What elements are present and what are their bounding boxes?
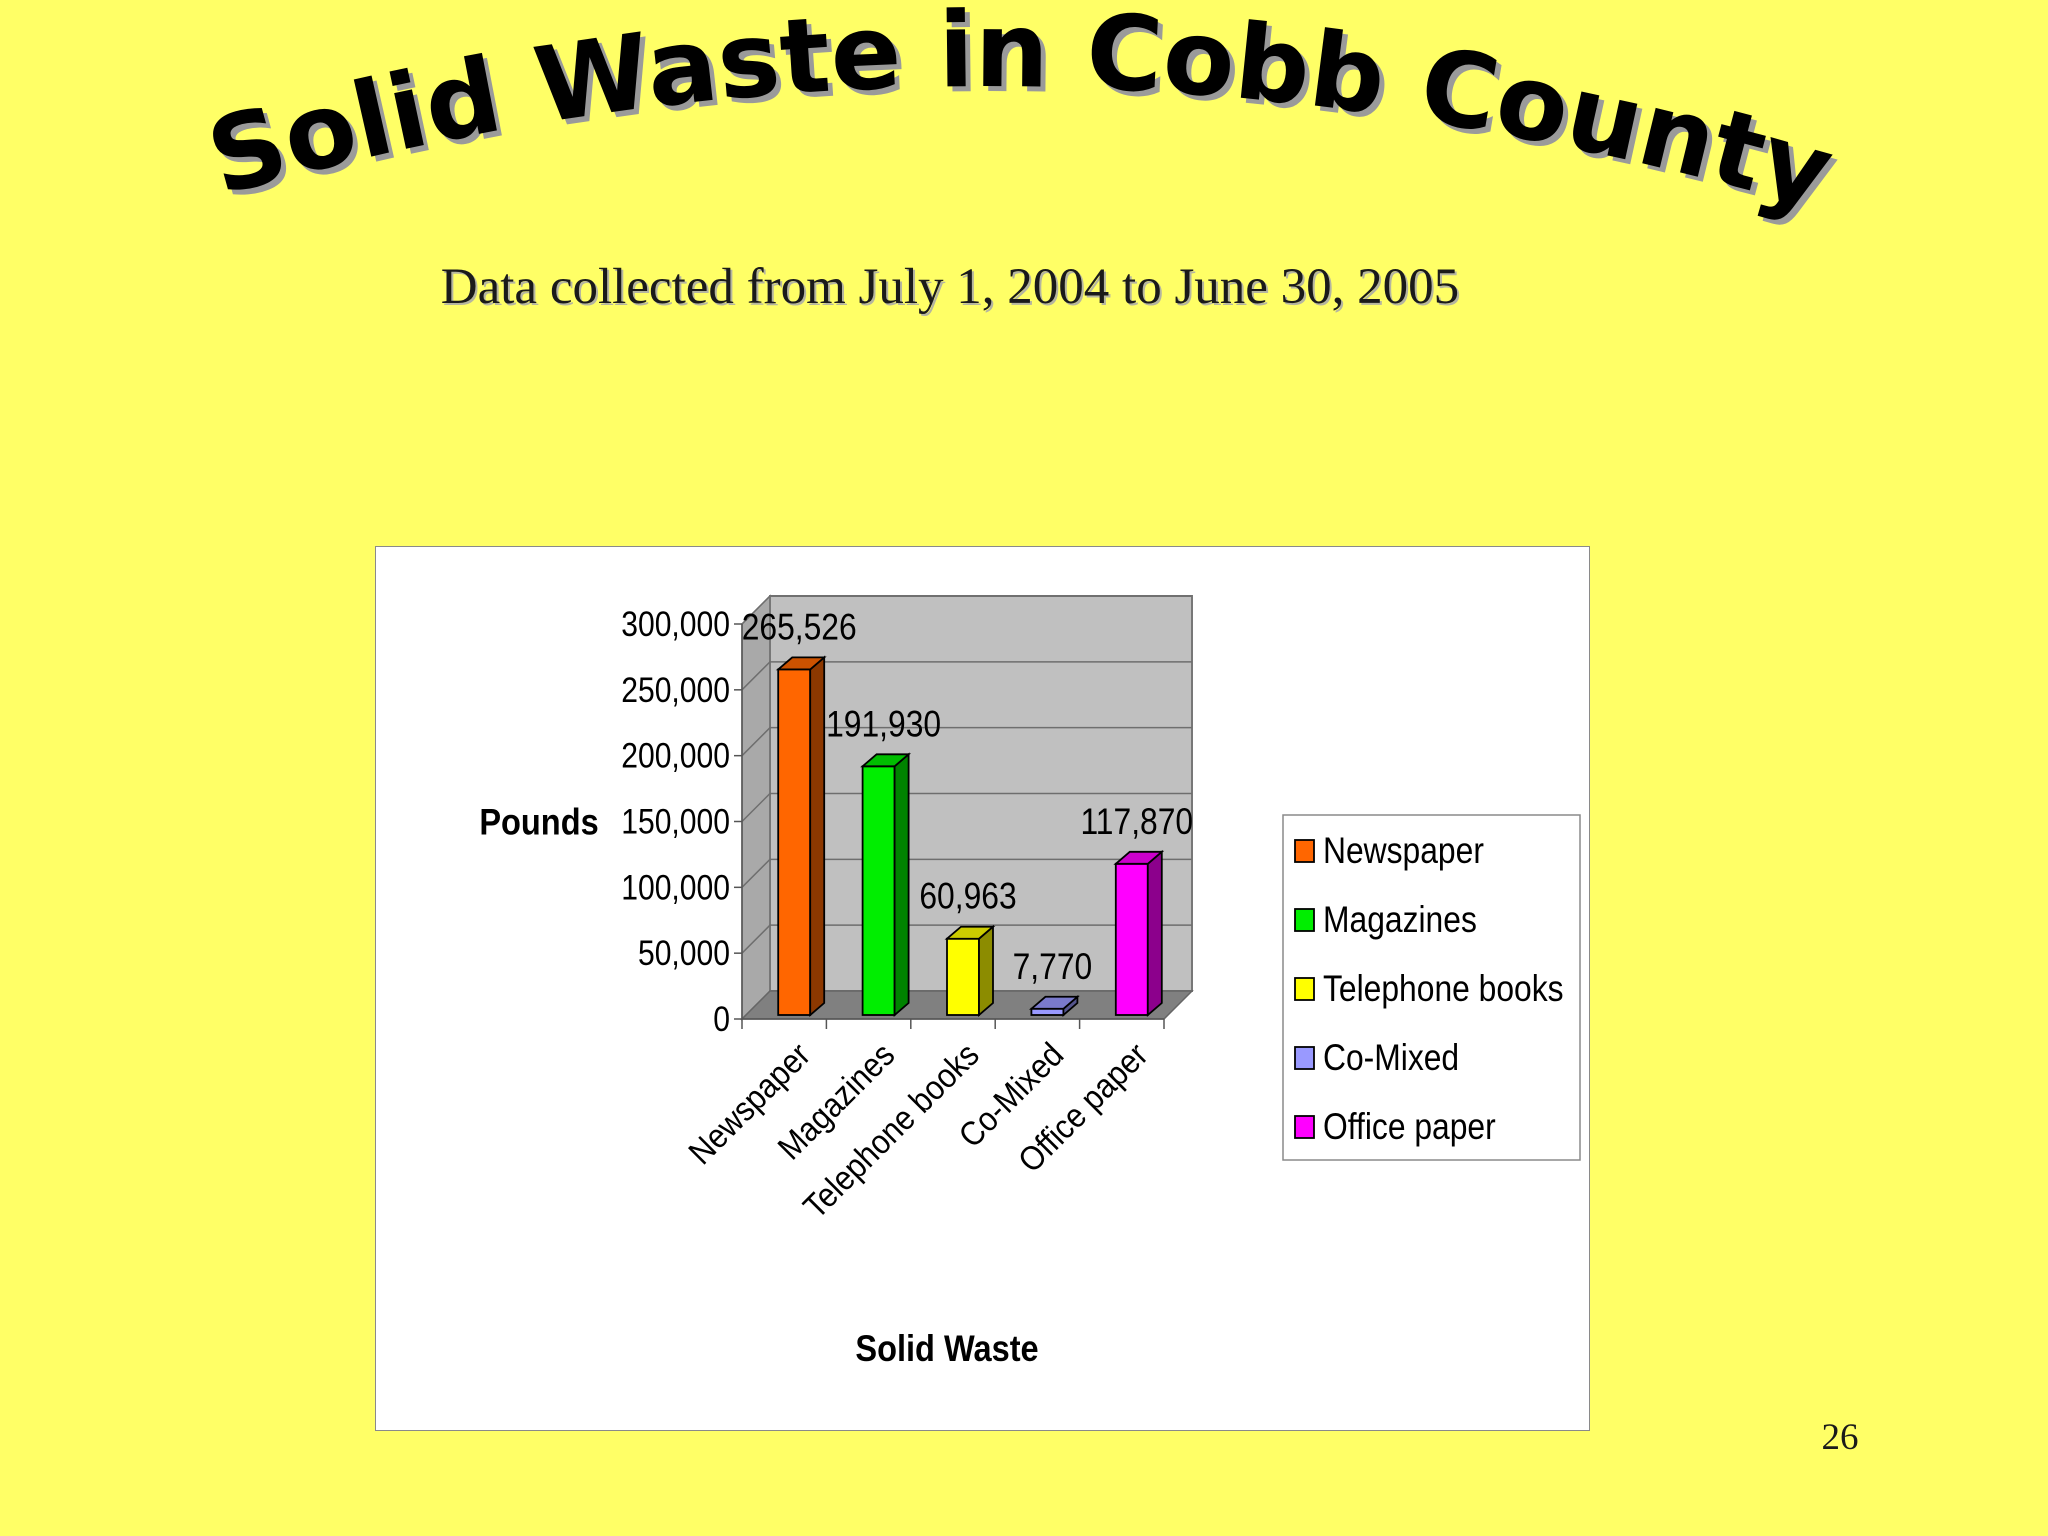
legend-swatch: [1294, 1115, 1315, 1139]
legend-label: Co-Mixed: [1323, 1038, 1459, 1079]
gridline: [741, 726, 1192, 757]
y-tick-label: 150,000: [621, 801, 730, 841]
y-tick-label: 200,000: [621, 735, 730, 775]
y-tick-label: 100,000: [621, 867, 730, 907]
legend-label: Magazines: [1323, 900, 1477, 941]
slide-number: 26: [1821, 1417, 1859, 1458]
legend-box: [1282, 814, 1581, 1161]
y-tick-label: 50,000: [638, 933, 730, 973]
bar-magazines: [860, 752, 912, 1017]
data-label: 60,963: [919, 877, 1016, 918]
bar-chart: 0 50,000 100,000 150,000 200,000 250,000 300,0…: [479, 594, 1581, 1369]
legend-item: Newspaper: [1294, 831, 1484, 872]
x-axis-title: Solid Waste: [855, 1328, 1038, 1369]
gridline: [741, 661, 1192, 691]
data-label: 265,526: [742, 607, 857, 648]
y-axis: 0 50,000 100,000 150,000 200,000 250,000 300,0…: [621, 604, 743, 1039]
legend: Newspaper Magazines Telephone books Co-Mixe…: [1282, 814, 1581, 1161]
svg-text:Solid Waste in Cobb County: Solid Waste in Cobb County: [195, 0, 1845, 234]
data-label: 191,930: [826, 704, 941, 745]
legend-item: Co-Mixed: [1294, 1038, 1459, 1079]
legend-item: Office paper: [1294, 1107, 1496, 1148]
gridline: [741, 595, 1192, 625]
data-label: 7,770: [1013, 947, 1093, 988]
legend-label: Telephone books: [1323, 969, 1564, 1010]
legend-swatch: [1294, 839, 1315, 863]
legend-swatch: [1294, 1046, 1315, 1070]
gridline: [741, 858, 1192, 888]
legend-swatch: [1294, 908, 1315, 932]
bars: [775, 655, 1165, 1017]
legend-label: Office paper: [1323, 1107, 1496, 1148]
legend-swatch: [1294, 977, 1315, 1001]
gridlines: [741, 595, 1192, 954]
bar-newspaper: [775, 655, 827, 1017]
slide-title-text: Solid Waste in Cobb County: [195, 0, 1845, 234]
legend-item: Magazines: [1294, 900, 1477, 941]
y-tick-label: 0: [713, 999, 730, 1039]
bar-telephone-books: [944, 924, 996, 1017]
legend-item: Telephone books: [1294, 969, 1564, 1010]
y-tick-label: 250,000: [621, 670, 730, 710]
slide-subtitle: Data collected from July 1, 2004 to June…: [440, 259, 1460, 315]
data-label: 117,870: [1080, 802, 1193, 843]
y-tick-label: 300,000: [621, 604, 730, 644]
slide-title: Solid Waste in Cobb County Solid Waste i…: [195, 0, 1850, 239]
data-labels: 265,526 191,930 60,963 7,770 117,870: [742, 607, 1193, 987]
legend-label: Newspaper: [1323, 831, 1484, 872]
gridline: [741, 792, 1192, 823]
gridline: [741, 924, 1192, 954]
bar-office-paper: [1113, 849, 1165, 1017]
y-axis-title: Pounds: [479, 802, 598, 843]
bar-co-mixed: [1028, 994, 1080, 1017]
